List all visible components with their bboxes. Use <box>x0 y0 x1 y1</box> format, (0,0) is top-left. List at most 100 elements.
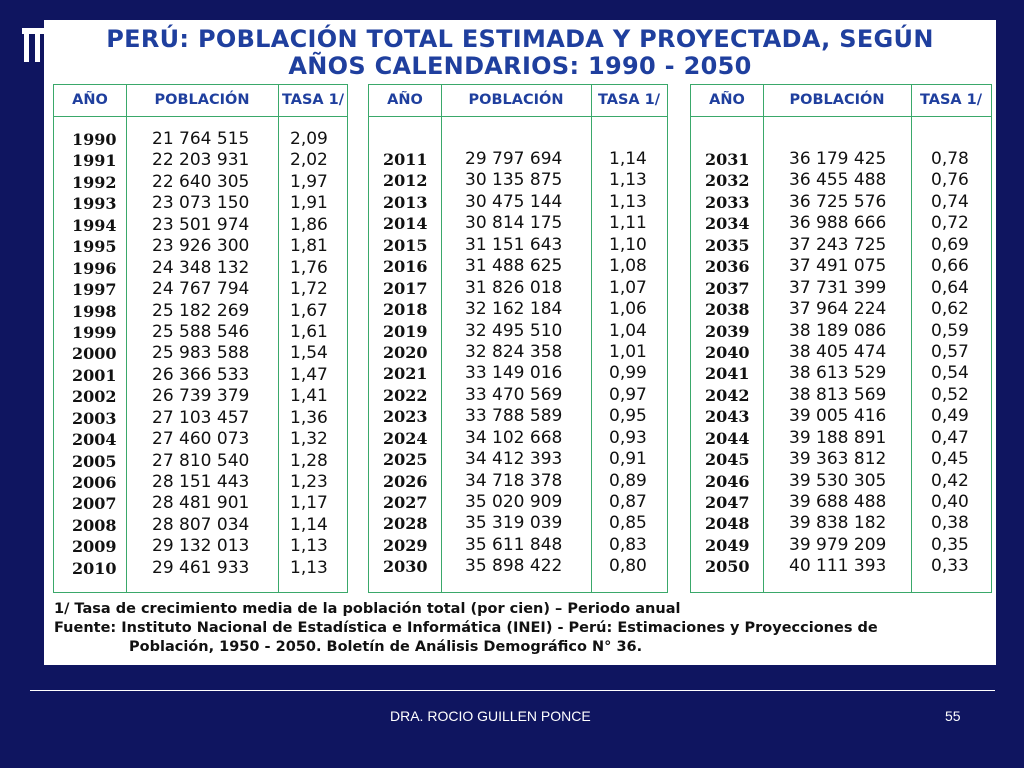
rate-cell: 1,11 <box>609 213 647 234</box>
year-cell: 2036 <box>705 257 750 277</box>
year-cell: 1991 <box>72 151 117 171</box>
population-cell: 37 491 075 <box>789 256 887 277</box>
population-cell: 29 132 013 <box>152 536 250 557</box>
rate-cell: 0,66 <box>931 256 969 277</box>
population-cell: 39 979 209 <box>789 534 887 555</box>
table-row: 2046 39 530 305 0,42 <box>691 471 991 492</box>
year-cell: 1992 <box>72 172 117 192</box>
year-cell: 2009 <box>72 537 117 557</box>
rate-cell: 1,67 <box>290 300 328 321</box>
rate-cell: 1,23 <box>290 472 328 492</box>
table-row: 1996 24 348 132 1,76 <box>54 258 347 279</box>
year-cell: 2029 <box>383 535 428 555</box>
rate-cell: 0,52 <box>931 384 969 405</box>
table-row: 2049 39 979 209 0,35 <box>691 535 991 556</box>
population-cell: 37 243 725 <box>789 234 887 255</box>
year-cell: 2000 <box>72 344 117 364</box>
year-cell: 2046 <box>705 471 750 491</box>
table-title-line-2: AÑOS CALENDARIOS: 1990 - 2050 <box>288 52 752 80</box>
footer-author: DRA. ROCIO GUILLEN PONCE <box>390 708 591 724</box>
table-row: 2050 40 111 393 0,33 <box>691 556 991 577</box>
population-cell: 29 797 694 <box>465 149 563 169</box>
rate-cell: 1,61 <box>290 321 328 342</box>
table-row: 1993 23 073 150 1,91 <box>54 193 347 214</box>
table-row: 2037 37 731 399 0,64 <box>691 278 991 299</box>
table-row: 2034 36 988 666 0,72 <box>691 213 991 234</box>
rate-cell: 1,13 <box>609 170 647 191</box>
table-row: 2009 29 132 013 1,13 <box>54 536 347 557</box>
population-cell: 36 179 425 <box>789 149 887 169</box>
rate-cell: 0,64 <box>931 277 969 298</box>
rate-cell: 1,72 <box>290 279 328 300</box>
table-header: AÑO POBLACIÓN TASA 1/ <box>691 85 991 117</box>
population-cell: 38 405 474 <box>789 341 887 362</box>
population-cell: 21 764 515 <box>152 129 250 149</box>
rate-cell: 0,47 <box>931 427 969 448</box>
population-cell: 30 135 875 <box>465 170 563 191</box>
population-cell: 25 983 588 <box>152 343 250 364</box>
table-row: 2045 39 363 812 0,45 <box>691 449 991 470</box>
table-row: 2044 39 188 891 0,47 <box>691 428 991 449</box>
table-row: 2003 27 103 457 1,36 <box>54 408 347 429</box>
header-rate: TASA 1/ <box>919 92 983 108</box>
population-cell: 25 588 546 <box>152 321 250 342</box>
year-cell: 2014 <box>383 214 428 234</box>
rate-cell: 0,78 <box>931 149 969 169</box>
population-cell: 34 412 393 <box>465 449 563 470</box>
year-cell: 2027 <box>383 493 428 512</box>
rate-cell: 0,97 <box>609 384 647 405</box>
table-header: AÑO POBLACIÓN TASA 1/ <box>369 85 667 117</box>
population-cell: 38 189 086 <box>789 320 887 341</box>
rate-cell: 0,83 <box>609 534 647 555</box>
table-row: 2027 35 020 909 0,87 <box>369 492 667 513</box>
header-rate: TASA 1/ <box>597 92 661 108</box>
table-header: AÑO POBLACIÓN TASA 1/ <box>54 85 347 117</box>
rate-cell: 0,42 <box>931 470 969 491</box>
year-cell: 2031 <box>705 150 750 169</box>
table-row: 2012 30 135 875 1,13 <box>369 170 667 191</box>
rate-cell: 1,08 <box>609 256 647 277</box>
rate-cell: 0,99 <box>609 363 647 384</box>
header-population: POBLACIÓN <box>154 92 250 108</box>
table-row: 2025 34 412 393 0,91 <box>369 449 667 470</box>
table-row: 2028 35 319 039 0,85 <box>369 513 667 534</box>
population-cell: 22 640 305 <box>152 171 250 192</box>
table-row: 2013 30 475 144 1,13 <box>369 192 667 213</box>
population-cell: 38 813 569 <box>789 384 887 405</box>
rate-cell: 0,49 <box>931 406 969 427</box>
table-row: 2030 35 898 422 0,80 <box>369 556 667 577</box>
header-population: POBLACIÓN <box>789 92 885 108</box>
table-row: 2039 38 189 086 0,59 <box>691 321 991 342</box>
year-cell: 2026 <box>383 471 428 491</box>
table-row: 2018 32 162 184 1,06 <box>369 299 667 320</box>
population-cell: 23 501 974 <box>152 214 250 235</box>
table-row: 2001 26 366 533 1,47 <box>54 365 347 386</box>
year-cell: 2013 <box>383 192 428 212</box>
table-row: 2043 39 005 416 0,49 <box>691 406 991 427</box>
year-cell: 2045 <box>705 450 750 470</box>
year-cell: 2018 <box>383 300 428 320</box>
year-cell: 2016 <box>383 257 428 277</box>
population-cell: 25 182 269 <box>152 300 250 321</box>
population-cell: 30 475 144 <box>465 191 563 212</box>
year-cell: 2049 <box>705 535 750 555</box>
rate-cell: 1,06 <box>609 299 647 320</box>
table-row: 2036 37 491 075 0,66 <box>691 256 991 277</box>
year-cell: 2043 <box>705 407 750 427</box>
year-cell: 2030 <box>383 557 428 577</box>
year-cell: 2003 <box>72 408 117 428</box>
year-cell: 2048 <box>705 514 750 534</box>
rate-cell: 1,47 <box>290 364 328 385</box>
population-cell: 33 470 569 <box>465 384 563 405</box>
rate-cell: 0,69 <box>931 234 969 255</box>
table-row: 2016 31 488 625 1,08 <box>369 256 667 277</box>
year-cell: 2041 <box>705 364 750 384</box>
rate-cell: 1,97 <box>290 171 328 192</box>
population-cell: 32 824 358 <box>465 341 563 362</box>
rate-cell: 1,01 <box>609 341 647 362</box>
table-row: 2019 32 495 510 1,04 <box>369 321 667 342</box>
rate-cell: 0,89 <box>609 470 647 491</box>
year-cell: 2022 <box>383 385 428 405</box>
rate-cell: 1,76 <box>290 257 328 278</box>
